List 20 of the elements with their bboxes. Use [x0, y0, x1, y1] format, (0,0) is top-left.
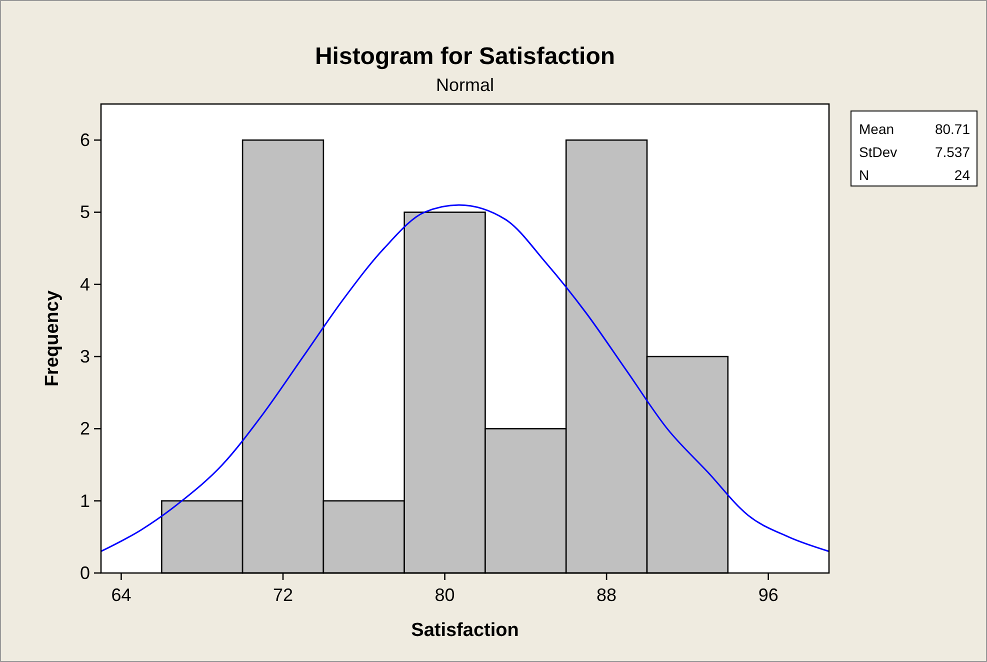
y-tick-label: 2 — [80, 418, 90, 439]
y-axis-title: Frequency — [42, 290, 63, 387]
y-tick-label: 5 — [80, 202, 90, 222]
y-tick-label: 4 — [80, 274, 90, 294]
y-tick-label: 3 — [80, 346, 90, 367]
y-tick-label: 6 — [80, 130, 90, 150]
x-tick-label: 96 — [758, 585, 778, 605]
text: StDev 7.537 — [859, 144, 970, 160]
x-tick-label: 88 — [596, 585, 617, 605]
text: Mean 80.71 — [859, 121, 970, 137]
chart-subtitle: Normal — [436, 75, 494, 95]
line-series — [100, 204, 830, 552]
y-tick-label: 0 — [80, 563, 90, 583]
x-tick-label: 80 — [434, 585, 455, 605]
x-tick-label: 72 — [272, 585, 294, 605]
chart-title: Histogram for Satisfaction — [314, 43, 616, 70]
x-tick-label: 64 — [111, 585, 132, 605]
text: N 24 — [859, 167, 970, 183]
x-axis-title: Satisfaction — [411, 620, 519, 641]
y-tick-label: 1 — [80, 490, 90, 511]
